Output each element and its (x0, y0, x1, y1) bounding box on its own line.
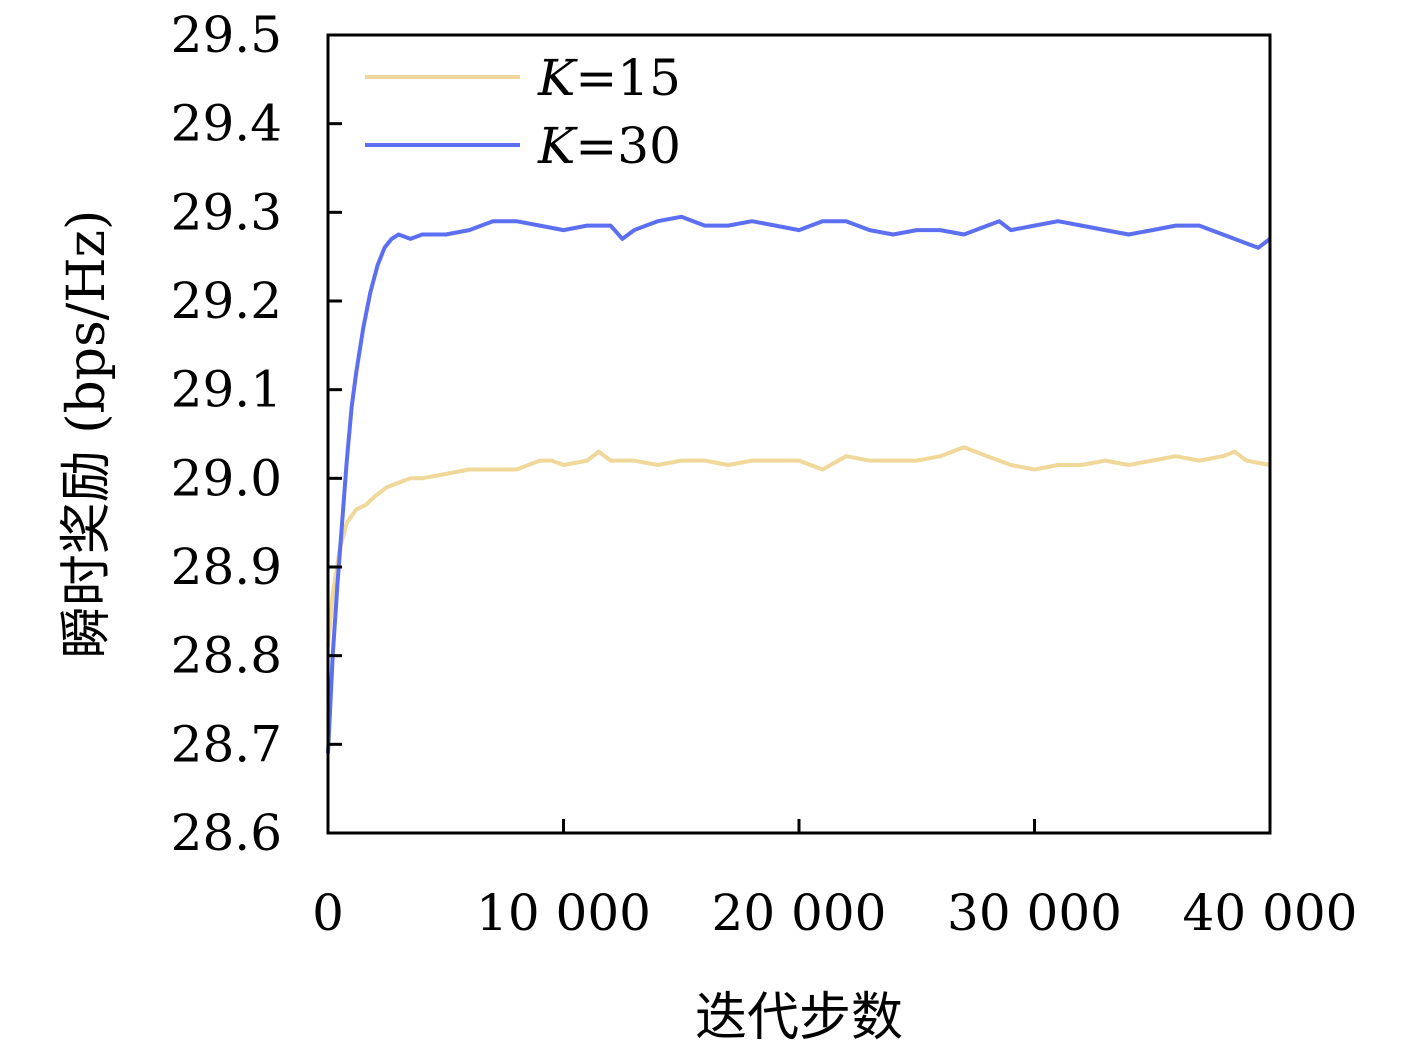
x-tick-label: 20 000 (712, 884, 887, 942)
y-tick-label: 28.8 (171, 627, 282, 685)
y-tick-label: 29.3 (171, 183, 282, 241)
plot-frame (326, 33, 1272, 835)
chart-marks (326, 214, 1272, 754)
legend: K=15 K=30 (365, 49, 681, 175)
x-axis-label: 迭代步数 (695, 988, 903, 1048)
x-tick-label: 0 (312, 884, 344, 942)
x-tick-label: 40 000 (1183, 884, 1358, 942)
y-tick-label: 29.0 (171, 449, 282, 507)
x-tick-label: 30 000 (947, 884, 1122, 942)
y-tick-label: 29.4 (171, 95, 282, 153)
series-line-0 (326, 445, 1271, 647)
axis-ticks: 28.6 28.7 28.8 28.9 29.0 29.1 29.2 29.3 29.4 29.5… (171, 6, 1358, 942)
y-tick-label: 28.9 (171, 538, 282, 596)
y-tick-label: 29.1 (171, 361, 282, 419)
legend-label-1: K=30 (537, 117, 681, 175)
legend-label-0: K=15 (537, 49, 681, 107)
y-axis-label: 瞬时奖励 (bps/Hz) (57, 210, 117, 659)
y-tick-label: 28.7 (171, 715, 282, 773)
y-tick-label: 29.5 (171, 6, 282, 64)
x-tick-label: 10 000 (476, 884, 651, 942)
series-line-1 (326, 214, 1272, 754)
y-tick-label: 29.2 (171, 272, 282, 330)
y-tick-label: 28.6 (171, 804, 282, 862)
